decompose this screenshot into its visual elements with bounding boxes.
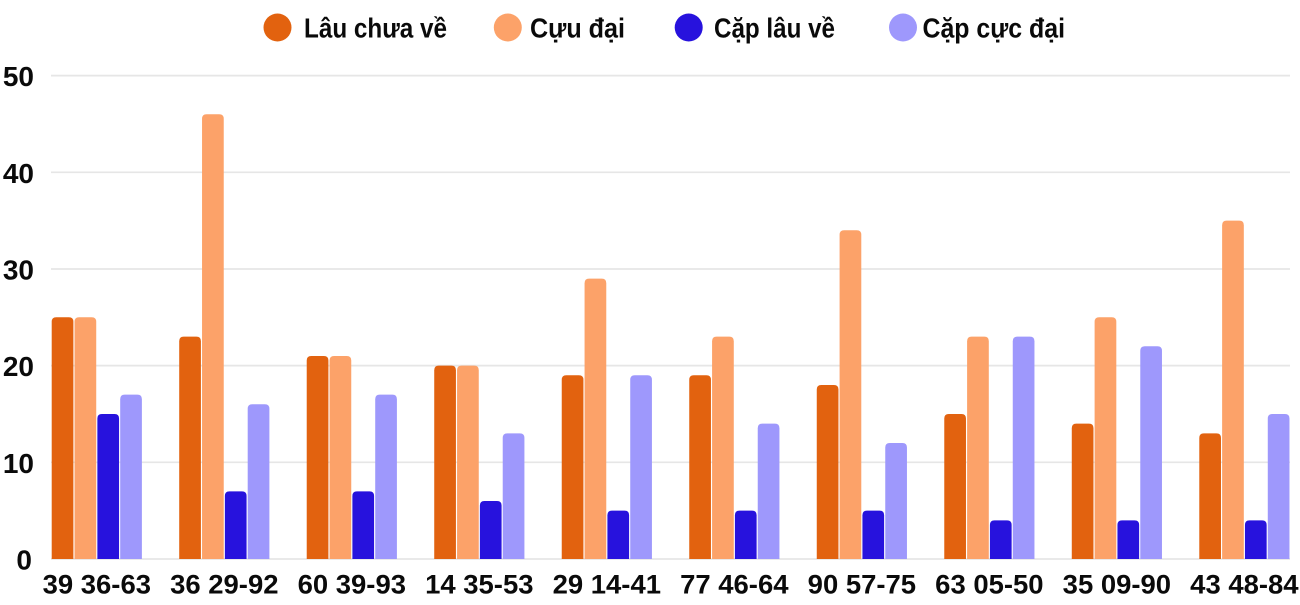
svg-text:50: 50: [3, 61, 34, 92]
svg-text:Cặp cực đại: Cặp cực đại: [923, 13, 1066, 44]
svg-text:Lâu chưa về: Lâu chưa về: [304, 13, 447, 44]
svg-text:10: 10: [3, 448, 34, 479]
svg-text:0: 0: [16, 545, 32, 576]
svg-text:36 29-92: 36 29-92: [170, 570, 278, 600]
svg-text:63 05-50: 63 05-50: [935, 570, 1043, 600]
svg-text:60 39-93: 60 39-93: [298, 570, 406, 600]
svg-text:29 14-41: 29 14-41: [553, 570, 661, 600]
svg-text:40: 40: [3, 158, 34, 189]
svg-text:35 09-90: 35 09-90: [1063, 570, 1171, 600]
svg-text:90 57-75: 90 57-75: [808, 570, 916, 600]
svg-text:Cặp lâu về: Cặp lâu về: [714, 13, 835, 44]
svg-text:20: 20: [3, 351, 34, 382]
svg-text:14 35-53: 14 35-53: [425, 570, 533, 600]
svg-text:39 36-63: 39 36-63: [43, 570, 151, 600]
svg-text:30: 30: [3, 255, 34, 286]
svg-text:77 46-64: 77 46-64: [680, 570, 788, 600]
svg-text:43 48-84: 43 48-84: [1190, 570, 1298, 600]
svg-text:Cựu đại: Cựu đại: [530, 13, 625, 44]
